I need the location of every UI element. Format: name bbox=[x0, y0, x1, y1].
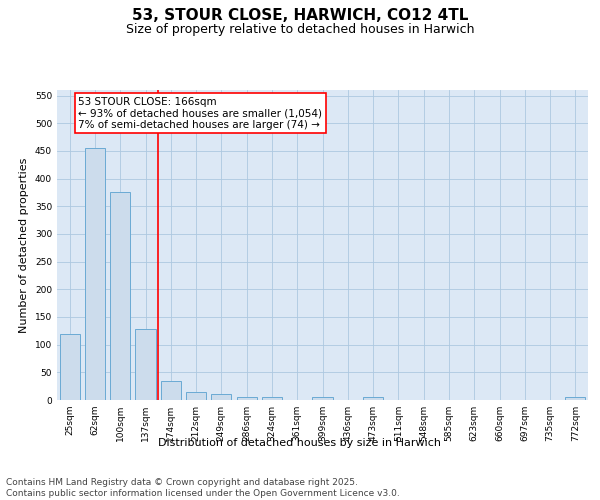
Text: 53 STOUR CLOSE: 166sqm
← 93% of detached houses are smaller (1,054)
7% of semi-d: 53 STOUR CLOSE: 166sqm ← 93% of detached… bbox=[79, 96, 322, 130]
Text: Contains HM Land Registry data © Crown copyright and database right 2025.
Contai: Contains HM Land Registry data © Crown c… bbox=[6, 478, 400, 498]
Bar bbox=[565, 397, 586, 400]
Bar bbox=[85, 148, 105, 400]
Bar bbox=[363, 397, 383, 400]
Y-axis label: Number of detached properties: Number of detached properties bbox=[19, 158, 29, 332]
Bar bbox=[161, 380, 181, 400]
Bar bbox=[59, 334, 80, 400]
Text: Distribution of detached houses by size in Harwich: Distribution of detached houses by size … bbox=[158, 438, 442, 448]
Bar bbox=[211, 394, 232, 400]
Text: 53, STOUR CLOSE, HARWICH, CO12 4TL: 53, STOUR CLOSE, HARWICH, CO12 4TL bbox=[132, 8, 468, 22]
Bar bbox=[236, 397, 257, 400]
Bar bbox=[262, 397, 282, 400]
Bar bbox=[110, 192, 130, 400]
Text: Size of property relative to detached houses in Harwich: Size of property relative to detached ho… bbox=[126, 22, 474, 36]
Bar bbox=[313, 397, 332, 400]
Bar bbox=[186, 392, 206, 400]
Bar bbox=[136, 329, 155, 400]
